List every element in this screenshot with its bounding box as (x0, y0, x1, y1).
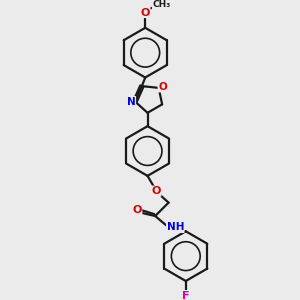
Text: O: O (140, 8, 150, 17)
Text: CH₃: CH₃ (152, 0, 171, 9)
Text: N: N (127, 97, 136, 106)
Text: O: O (132, 205, 142, 215)
Text: F: F (182, 291, 190, 300)
Text: NH: NH (167, 223, 184, 232)
Text: O: O (158, 82, 167, 92)
Text: O: O (152, 186, 161, 196)
